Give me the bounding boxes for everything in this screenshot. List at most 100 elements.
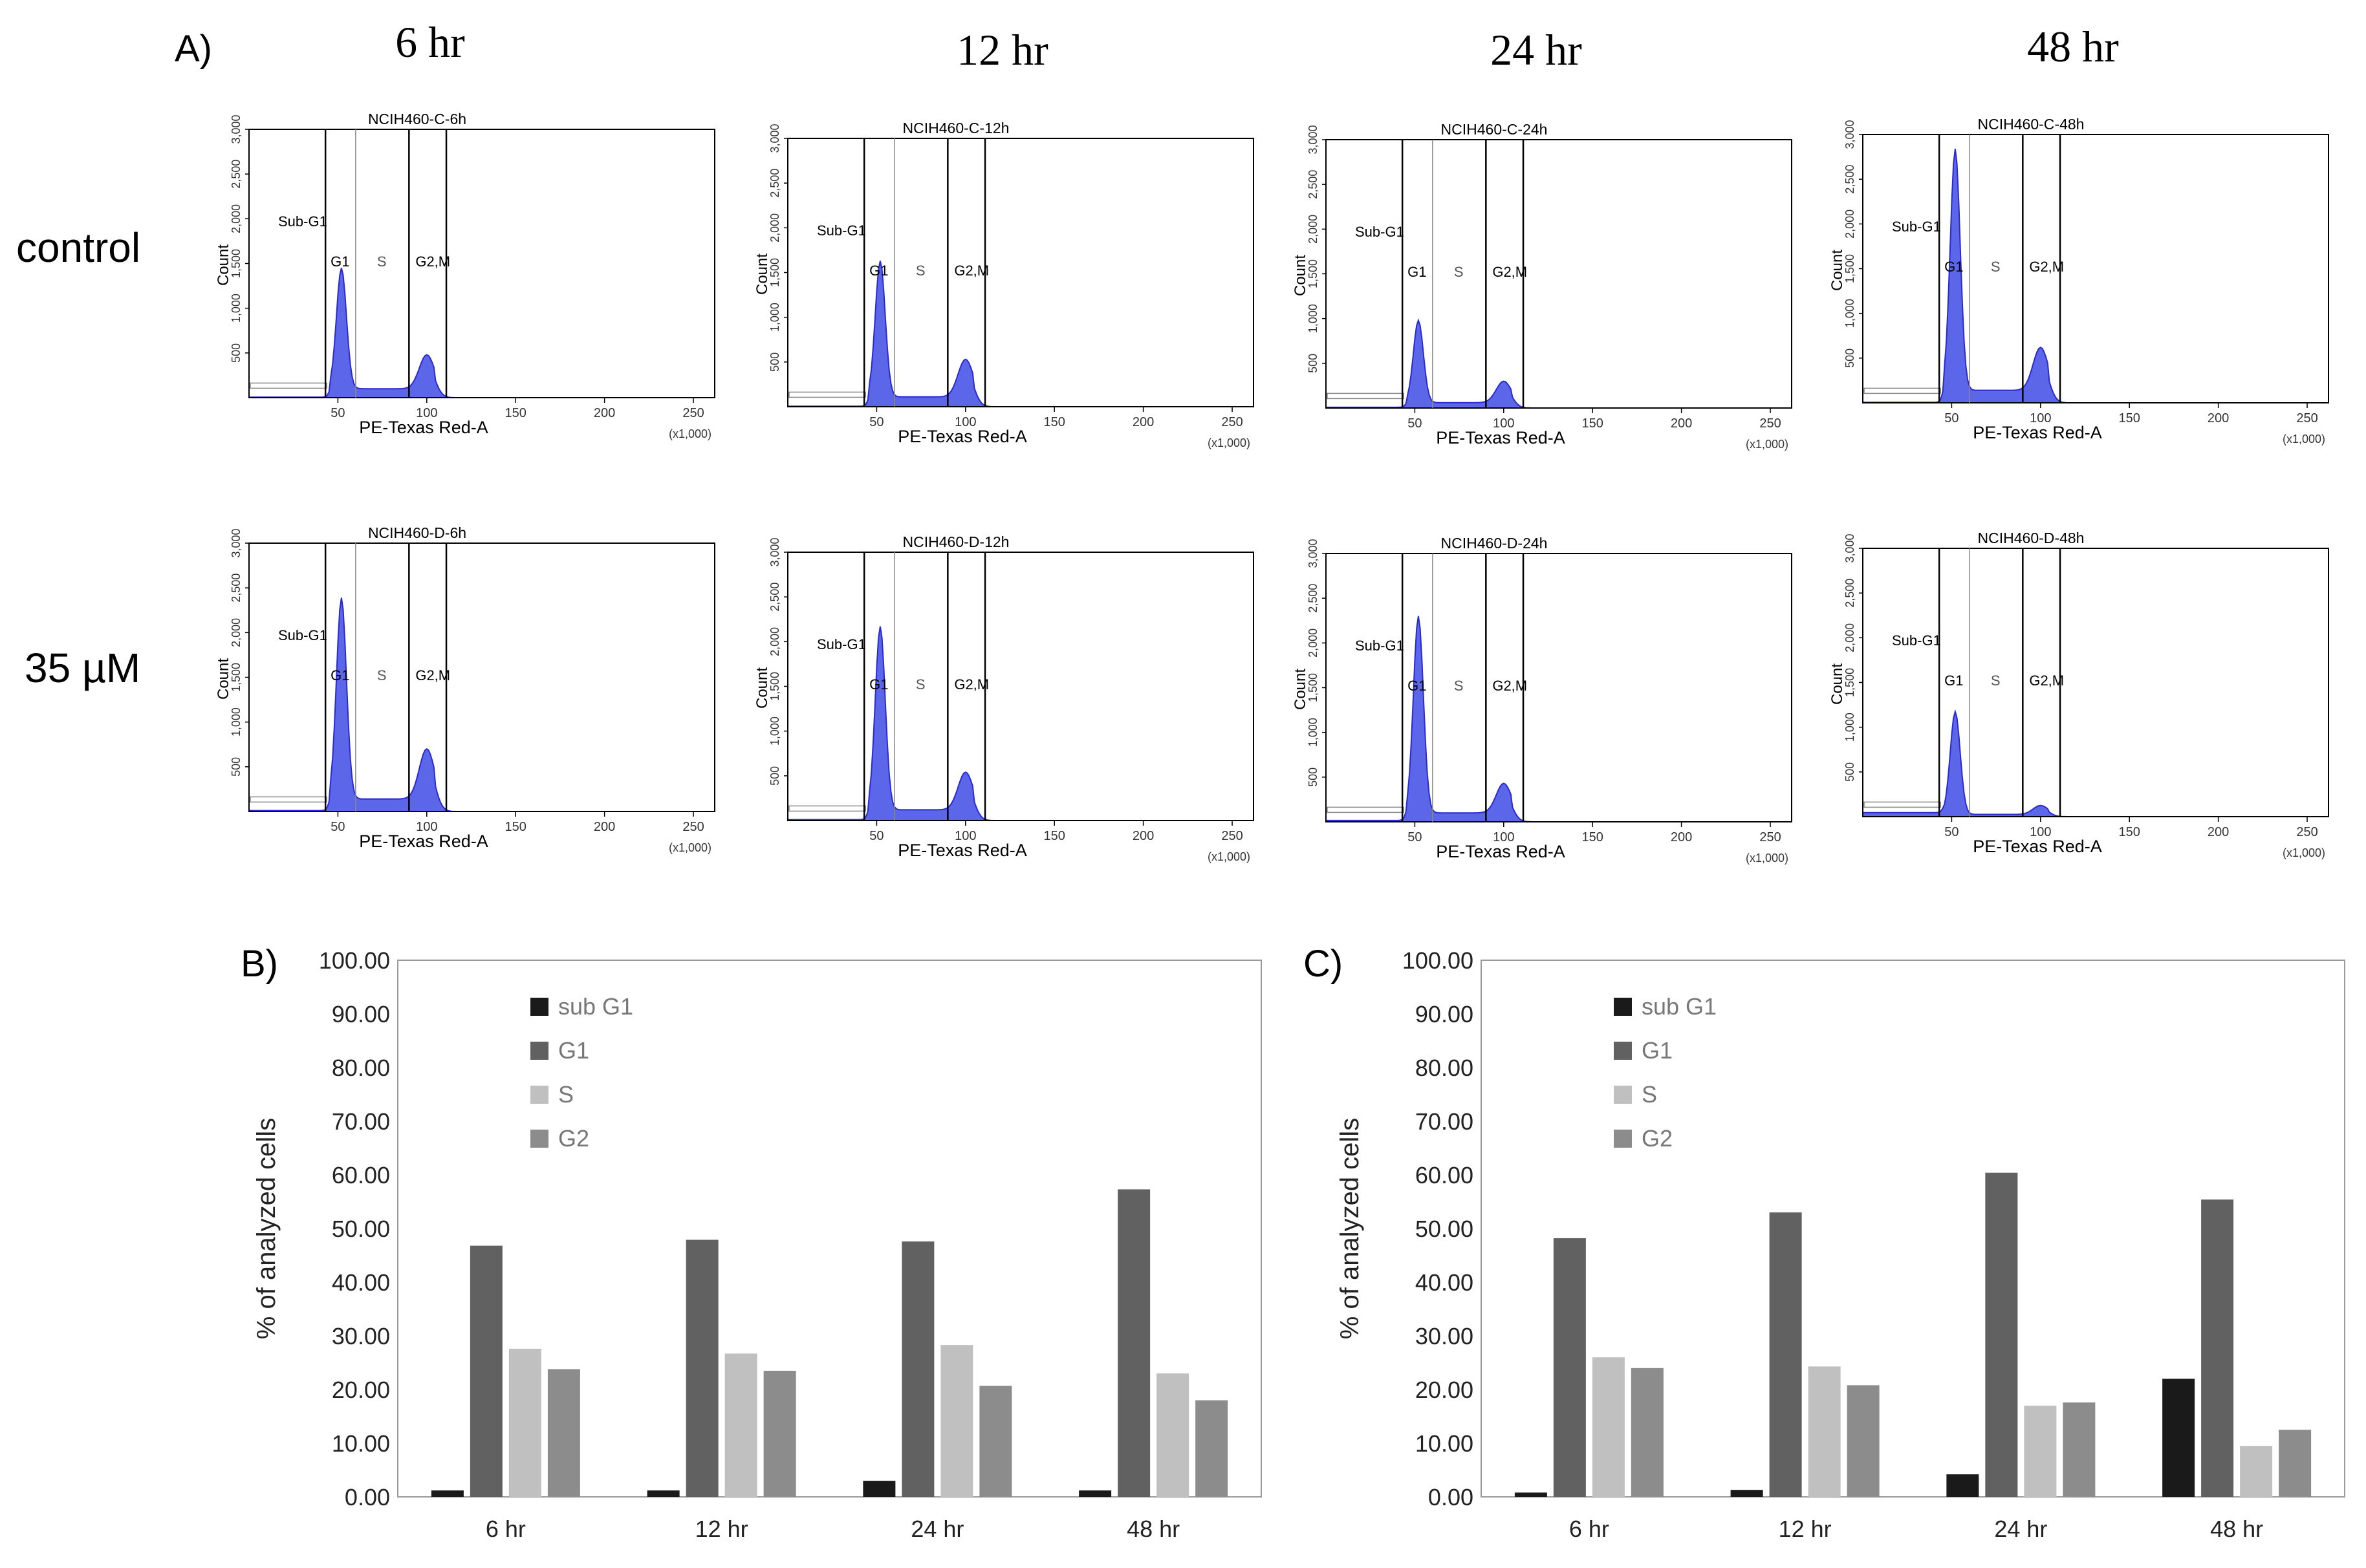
bar-sub-g1-1 [647,1490,680,1497]
bar-chart-b: 0.00 10.00 20.00 30.00 40.00 50.00 60.00 70.00 8… [252,947,1262,1542]
bar-g1-3 [2201,1199,2234,1497]
x-tick-label: 50 [331,406,345,420]
time-label-12hr: 12 hr [957,25,1048,74]
gate-label-g1: G1 [1944,672,1963,689]
y-tick-label: 500 [230,757,243,777]
x-tick-label: 100 [1493,416,1514,431]
x-tick-label: 150 [1044,829,1065,843]
x-scale-label: (x1,000) [1208,850,1250,863]
bar-chart-c: 0.00 10.00 20.00 30.00 40.00 50.00 60.00 70.00 8… [1336,947,2345,1542]
y-tick-label: 70.00 [1415,1108,1473,1135]
legend-label: sub G1 [558,993,633,1020]
y-tick-label: 30.00 [332,1323,390,1349]
y-tick-label: 1,500 [768,258,781,287]
y-tick-label: 500 [768,352,781,372]
x-tick-label: 50 [1407,830,1422,844]
flow-histogram-r0-c1: Sub-G1 G1 S G2,M NCIH460-C-12h 50 100 150 200 250… [754,120,1254,449]
plot-frame [1481,960,2345,1498]
x-tick-label: 150 [1582,830,1603,844]
x-tick-label: 150 [505,820,526,834]
gate-label-g2m: G2,M [954,676,989,693]
histogram-title: NCIH460-D-48h [1978,530,2085,546]
y-tick-label: 3,000 [1843,533,1856,563]
x-tick-label: 250 [1759,416,1781,431]
x-tick-label: 6 hr [486,1516,526,1542]
bar-s-1 [724,1353,757,1497]
y-axis-label: % of analyzed cells [252,1118,281,1339]
y-axis-label: Count [215,244,232,286]
gate-label-g2m: G2,M [415,253,450,270]
gate-label-g2m: G2,M [2029,259,2064,275]
x-tick-label: 50 [869,829,884,843]
bar-sub-g1-0 [431,1490,464,1497]
gate-label-s: S [1454,264,1464,280]
flow-histogram-r1-c2: Sub-G1 G1 S G2,M NCIH460-D-24h 50 100 150 200 250… [1292,535,1792,865]
y-tick-label: 1,000 [768,716,781,746]
x-scale-label: (x1,000) [1746,852,1788,865]
sub-g1-gate-bar [788,805,866,812]
panel-label-b: B) [241,943,278,985]
bar-s-3 [2240,1446,2273,1497]
x-tick-label: 50 [1407,416,1422,431]
y-tick-label: 50.00 [332,1216,390,1242]
y-tick-label: 500 [1843,762,1856,782]
bar-g1-2 [1985,1172,2018,1497]
y-tick-label: 40.00 [1415,1269,1473,1296]
histogram-title: NCIH460-C-24h [1441,121,1548,138]
histogram-title: NCIH460-D-24h [1441,535,1548,552]
y-tick-label: 500 [1307,354,1319,373]
flow-histogram-r0-c0: Sub-G1 G1 S G2,M NCIH460-C-6h 50 100 150 200 250 (… [215,111,715,440]
legend-swatch [1614,998,1632,1016]
y-tick-label: 30.00 [1415,1323,1473,1349]
y-tick-label: 500 [230,343,243,363]
x-tick-label: 200 [1133,829,1154,843]
y-tick-label: 2,000 [1843,209,1856,239]
gate-label-s: S [1454,678,1464,694]
y-axis-label: Count [215,658,232,700]
y-tick-label: 10.00 [1415,1430,1473,1457]
y-tick-label: 100.00 [1402,947,1473,974]
gate-label-g2m: G2,M [415,667,450,683]
y-axis-label: Count [754,253,771,295]
x-tick-label: 100 [1493,830,1514,844]
x-tick-label: 100 [2030,411,2051,425]
legend-label: G1 [558,1037,589,1064]
histogram-fill [1325,616,1539,822]
gate-label-g1: G1 [869,676,888,693]
time-label-48hr: 48 hr [2027,22,2119,71]
y-tick-label: 3,000 [768,124,781,153]
gate-label-g1: G1 [331,667,349,683]
x-tick-label: 250 [1221,829,1243,843]
gate-label-s: S [916,676,926,693]
y-axis-label: Count [754,667,771,709]
x-tick-label: 250 [682,820,704,834]
y-tick-label: 2,500 [1307,584,1319,613]
legend-swatch [1614,1130,1632,1148]
y-tick-label: 60.00 [1415,1162,1473,1188]
legend-swatch [530,1086,548,1104]
y-tick-label: 2,500 [1843,579,1856,608]
gate-label-g1: G1 [1944,259,1963,275]
x-axis-label: PE-Texas Red-A [359,418,488,437]
histogram-title: NCIH460-C-48h [1978,116,2085,133]
x-tick-label: 200 [594,820,615,834]
bar-sub-g1-2 [863,1481,896,1497]
histogram-fill [1862,709,2076,817]
y-tick-label: 1,000 [1843,713,1856,742]
gate-label-g1: G1 [331,253,349,270]
gate-label-sub-g1: Sub-G1 [278,627,327,643]
x-tick-label: 250 [2296,825,2317,839]
flow-histogram-r1-c3: Sub-G1 G1 S G2,M NCIH460-D-48h 50 100 150 200 250… [1829,530,2329,859]
x-tick-label: 100 [416,406,437,420]
sub-g1-gate-bar [1863,387,1941,394]
x-axis-label: PE-Texas Red-A [1436,842,1565,861]
bar-g2-1 [1847,1385,1880,1497]
y-tick-label: 20.00 [1415,1377,1473,1403]
y-tick-label: 2,000 [230,618,243,647]
y-tick-label: 1,500 [1307,259,1319,288]
x-tick-label: 200 [1133,415,1154,429]
legend-label: G2 [1642,1125,1673,1152]
legend-label: S [558,1081,574,1108]
gate-label-sub-g1: Sub-G1 [1355,638,1404,654]
